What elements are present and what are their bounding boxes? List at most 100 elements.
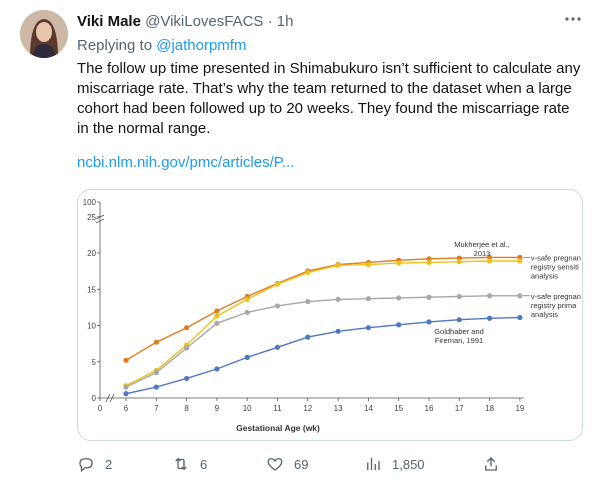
data-point-yellow bbox=[305, 269, 311, 276]
data-point-blue bbox=[214, 366, 220, 372]
tweet-text: The follow up time presented in Shimabuk… bbox=[77, 60, 581, 137]
data-point-gray bbox=[365, 296, 371, 302]
x-tick-label: 7 bbox=[154, 404, 159, 413]
annotation-mukherjee: 2013 bbox=[474, 249, 491, 258]
x-tick-label: 10 bbox=[243, 404, 252, 413]
data-point-yellow bbox=[365, 262, 371, 268]
data-point-orange bbox=[123, 357, 129, 363]
tweet-header: Viki Male @VikiLovesFACS · 1h bbox=[77, 12, 293, 32]
x-tick-label: 6 bbox=[124, 404, 129, 413]
annotation-vsafe-primary: registry prima bbox=[531, 301, 577, 310]
data-point-blue bbox=[487, 315, 493, 321]
reply-icon bbox=[79, 458, 93, 473]
views-button[interactable]: 1,850 bbox=[364, 452, 425, 476]
like-button[interactable]: 69 bbox=[266, 452, 308, 476]
y-tick-label: 100 bbox=[83, 198, 97, 207]
more-horizontal-icon[interactable] bbox=[564, 10, 582, 33]
data-point-blue bbox=[426, 319, 432, 325]
data-point-orange bbox=[487, 254, 493, 260]
data-point-yellow bbox=[214, 313, 220, 319]
y-tick-label: 10 bbox=[87, 322, 96, 331]
annotation-goldhaber: Fireman, 1991 bbox=[435, 336, 483, 345]
data-point-blue bbox=[244, 354, 250, 360]
data-point-blue bbox=[456, 317, 462, 323]
annotation-vsafe-sensitivity: v-safe pregnan bbox=[531, 253, 581, 262]
data-point-gray bbox=[305, 298, 311, 305]
annotation-vsafe-sensitivity: registry sensiti bbox=[531, 262, 579, 271]
x-tick-label: 12 bbox=[303, 404, 312, 413]
data-point-gray bbox=[426, 294, 432, 300]
annotation-vsafe-sensitivity: analysis bbox=[531, 271, 558, 280]
data-point-gray bbox=[244, 309, 250, 316]
data-point-yellow bbox=[396, 260, 402, 266]
data-point-blue bbox=[365, 325, 371, 331]
data-point-blue bbox=[153, 384, 159, 390]
data-point-gray bbox=[335, 296, 341, 302]
replying-to: Replying to @jathorpmfm bbox=[77, 37, 246, 54]
y-tick-label: 0 bbox=[92, 394, 97, 403]
x-tick-label: 16 bbox=[425, 404, 434, 413]
annotation-vsafe-primary: analysis bbox=[531, 310, 558, 319]
replying-to-handle[interactable]: @jathorpmfm bbox=[156, 37, 247, 54]
series-line-gray bbox=[125, 295, 520, 388]
y-tick-label: 5 bbox=[92, 358, 97, 367]
series-line-orange bbox=[125, 256, 520, 361]
x-tick-label: 17 bbox=[455, 404, 464, 413]
data-point-gray bbox=[487, 293, 493, 299]
x-axis-label: Gestational Age (wk) bbox=[236, 423, 320, 433]
avatar[interactable] bbox=[20, 10, 68, 58]
data-point-yellow bbox=[244, 296, 250, 302]
data-point-orange bbox=[184, 325, 190, 331]
x-tick-label: 18 bbox=[485, 404, 494, 413]
tweet-time[interactable]: 1h bbox=[276, 13, 294, 30]
x-tick-label: 13 bbox=[334, 404, 343, 413]
chart: 0 5 10 15 20 25 100 0 6 7 8 9 10 11 12 13 14 15 16 17 18 19 Ge… bbox=[83, 198, 581, 433]
data-point-blue bbox=[517, 314, 523, 321]
author-name[interactable]: Viki Male bbox=[77, 13, 141, 30]
data-point-orange bbox=[456, 255, 462, 261]
data-point-blue bbox=[274, 344, 281, 350]
reply-count: 2 bbox=[105, 456, 113, 472]
data-point-gray bbox=[396, 295, 402, 301]
data-point-yellow bbox=[456, 259, 462, 265]
reply-button[interactable]: 2 bbox=[77, 452, 112, 476]
retweet-button[interactable]: 6 bbox=[172, 452, 207, 476]
tweet-link[interactable]: ncbi.nlm.nih.gov/pmc/articles/P... bbox=[77, 154, 295, 171]
tweet-media-image[interactable]: 0 5 10 15 20 25 100 0 6 7 8 9 10 11 12 13 14 15 16 17 18 19 Ge… bbox=[77, 189, 583, 441]
data-point-gray bbox=[184, 345, 190, 351]
x-tick-label: 19 bbox=[515, 404, 524, 413]
data-point-gray bbox=[214, 320, 220, 326]
y-tick-label: 15 bbox=[87, 285, 96, 294]
data-point-gray bbox=[456, 293, 462, 300]
data-point-blue bbox=[396, 322, 402, 328]
x-tick-label: 9 bbox=[215, 404, 220, 413]
x-axis-break-icon bbox=[105, 393, 115, 403]
series-line-blue bbox=[125, 316, 520, 395]
data-point-blue bbox=[123, 391, 129, 397]
share-button[interactable] bbox=[482, 452, 510, 476]
replying-prefix: Replying to bbox=[77, 37, 153, 54]
author-handle[interactable]: @VikiLovesFACS bbox=[145, 13, 264, 30]
views-icon bbox=[367, 458, 380, 470]
data-point-gray bbox=[517, 293, 523, 299]
x-tick-label: 8 bbox=[184, 404, 189, 413]
data-point-yellow bbox=[487, 258, 493, 264]
annotation-mukherjee: Mukherjee et al., bbox=[454, 240, 509, 249]
views-count: 1,850 bbox=[392, 456, 425, 472]
data-point-yellow bbox=[335, 262, 341, 268]
like-count: 69 bbox=[294, 456, 309, 472]
y-tick-label: 20 bbox=[87, 249, 96, 258]
annotation-vsafe-primary: v-safe pregnan bbox=[531, 292, 581, 301]
data-point-gray bbox=[153, 370, 159, 376]
data-point-orange bbox=[426, 256, 432, 262]
x-tick-label: 0 bbox=[98, 404, 103, 413]
heart-icon bbox=[267, 458, 283, 471]
share-icon bbox=[485, 457, 497, 471]
data-point-orange bbox=[214, 308, 220, 314]
data-point-yellow bbox=[426, 259, 432, 266]
data-point-orange bbox=[517, 254, 523, 260]
y-tick-label: 25 bbox=[87, 213, 96, 222]
x-tick-label: 11 bbox=[273, 404, 282, 413]
header-separator: · bbox=[267, 13, 273, 30]
tweet-actions: 2 6 69 1,850 bbox=[77, 452, 582, 476]
